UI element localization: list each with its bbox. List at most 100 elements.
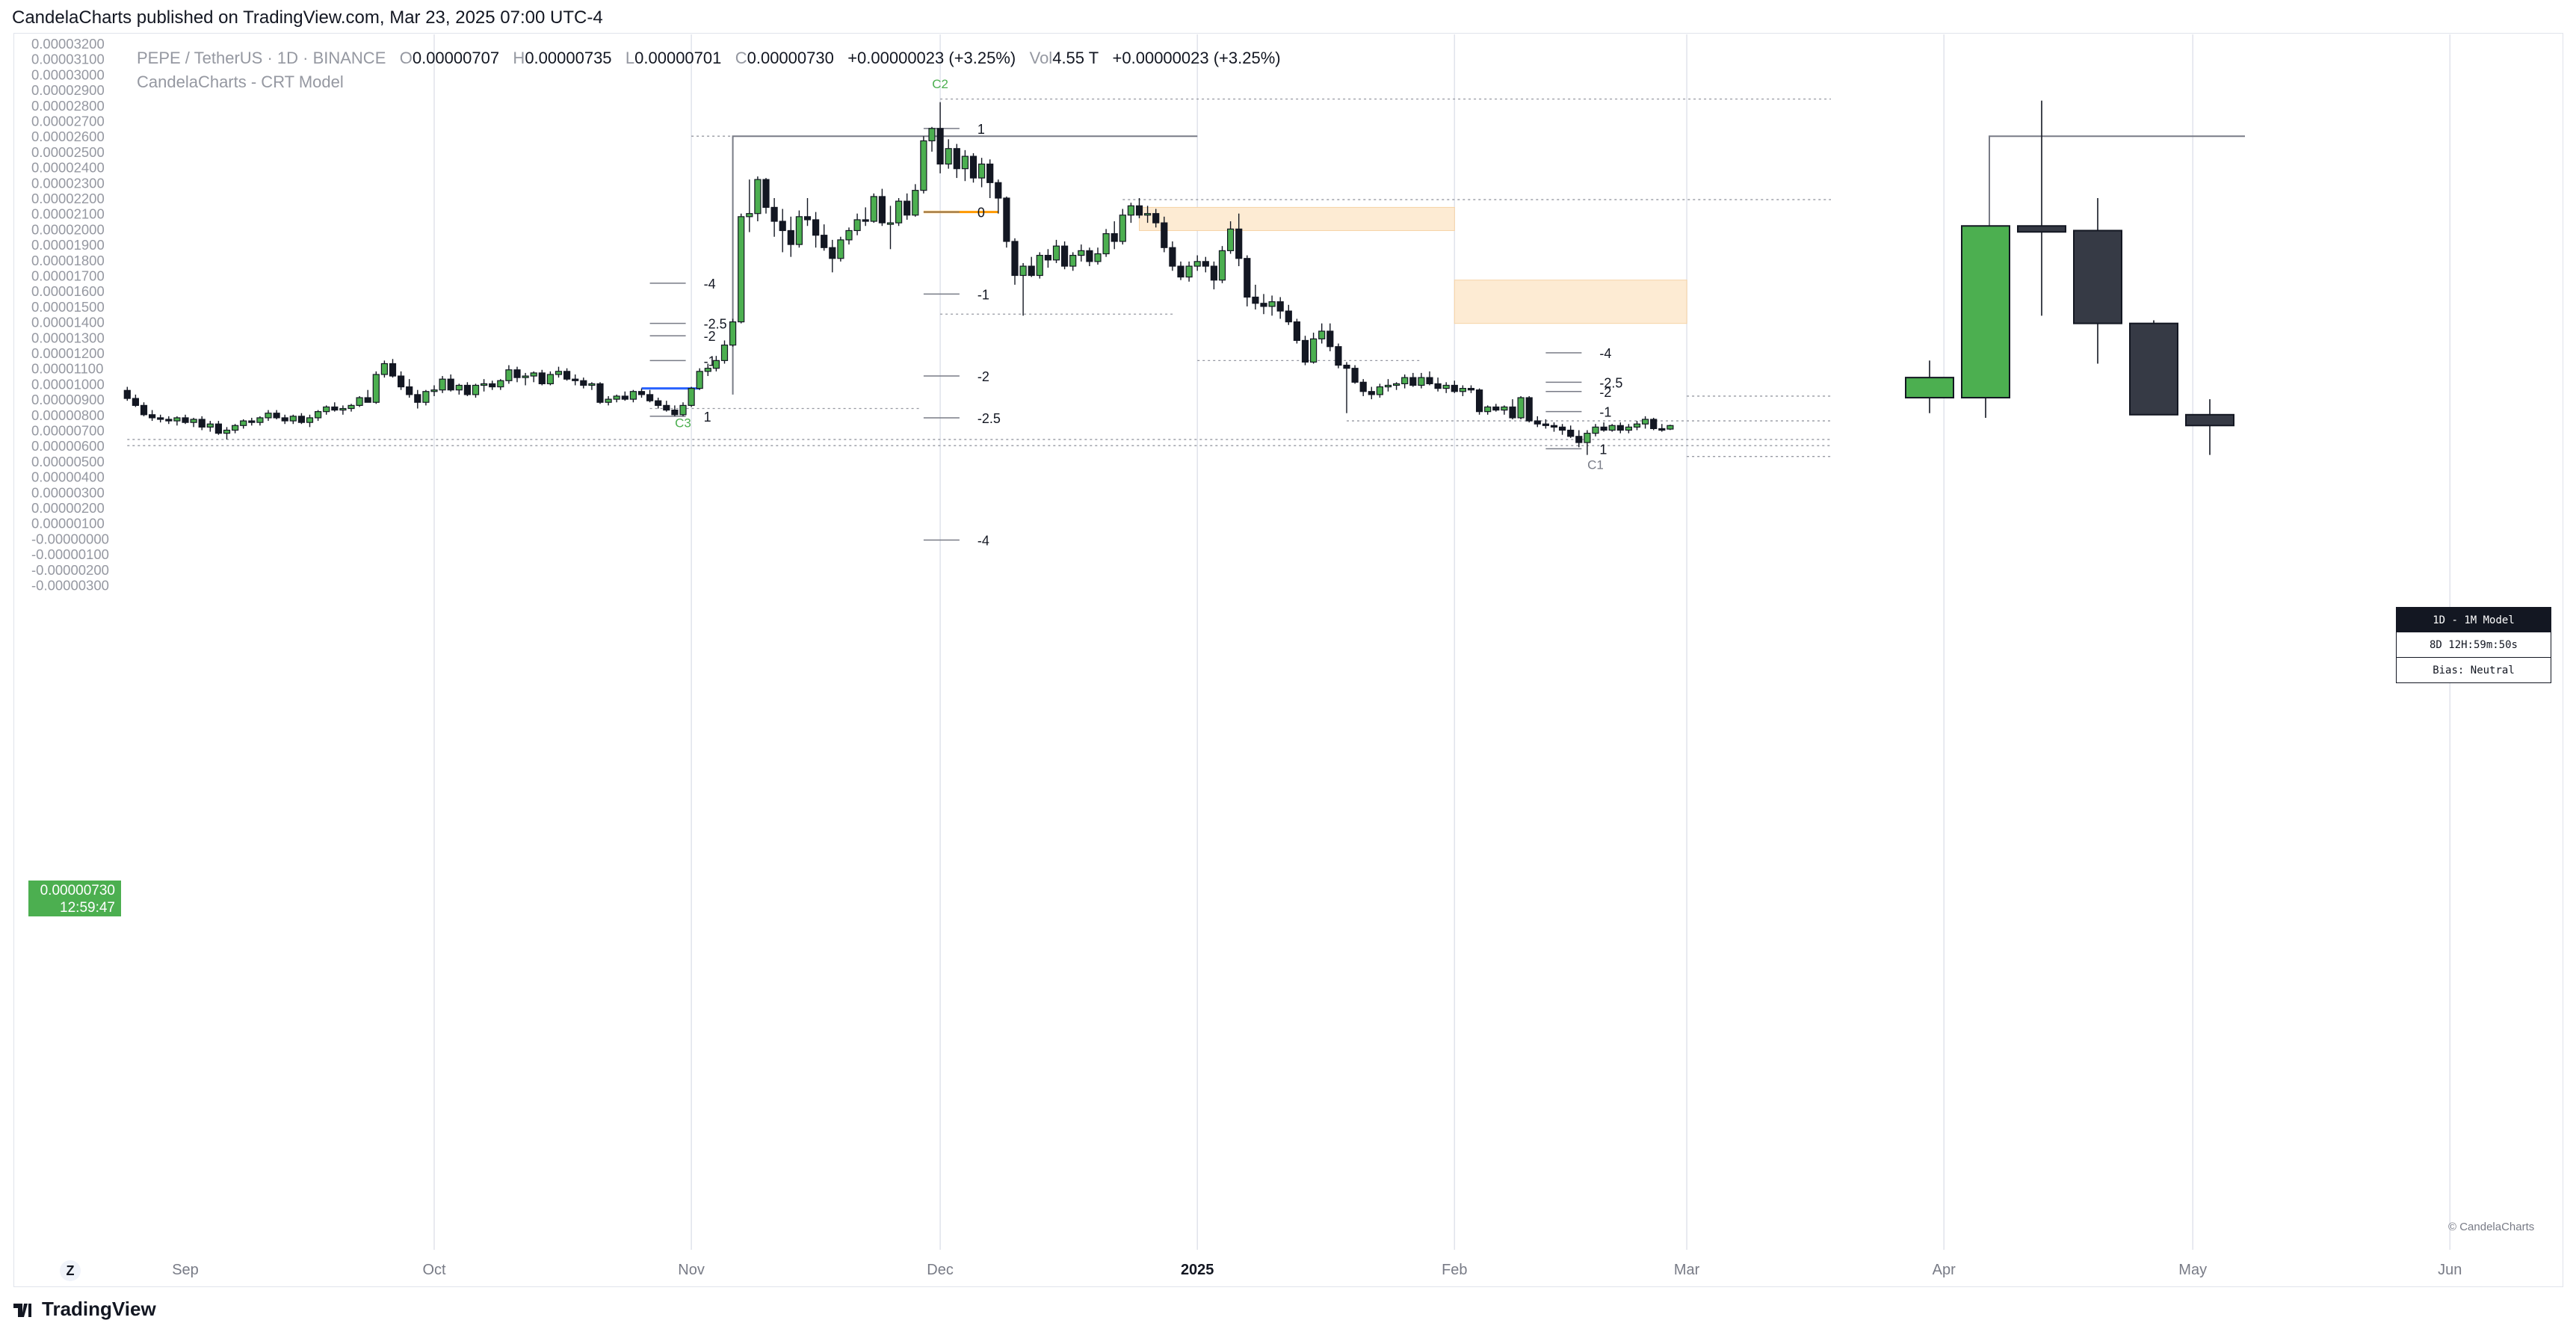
candle-body-up bbox=[1418, 377, 1425, 386]
candle-body-down bbox=[397, 375, 405, 388]
candle-body-down bbox=[463, 384, 472, 395]
candle-body-up bbox=[1459, 388, 1467, 392]
time-tick-label: 2025 bbox=[1181, 1262, 1214, 1278]
candle-body-down bbox=[563, 371, 571, 380]
candle-body-up bbox=[1052, 245, 1060, 261]
tradingview-wordmark: TradingView bbox=[42, 1298, 156, 1320]
time-tick-label: Dec bbox=[927, 1262, 954, 1278]
candle-body-down bbox=[513, 369, 521, 378]
candle-body-down bbox=[406, 386, 413, 395]
candle-body-up bbox=[912, 190, 919, 216]
candle-body-up bbox=[1376, 386, 1384, 395]
candle-body-down bbox=[953, 148, 960, 170]
candle-body-up bbox=[1218, 250, 1226, 281]
candle-body-down bbox=[1276, 301, 1284, 312]
crt-level-label: -2 bbox=[1599, 385, 1611, 400]
candle-body-up bbox=[1309, 338, 1318, 363]
tradingview-logo[interactable]: TradingView bbox=[13, 1298, 156, 1322]
candle-body-down bbox=[829, 247, 836, 259]
time-tick-label: Jun bbox=[2438, 1262, 2462, 1278]
zoom-reset-button[interactable]: Z bbox=[60, 1260, 81, 1281]
candle-body-up bbox=[546, 374, 555, 385]
model-table-countdown: 8D 12H:59m:50s bbox=[2396, 632, 2551, 658]
candle-body-up bbox=[1484, 406, 1492, 413]
candle-body-down bbox=[538, 372, 546, 385]
close-label: C bbox=[735, 49, 747, 67]
price-tick-label: 0.00001700 bbox=[31, 268, 105, 284]
candle-body-down bbox=[149, 414, 156, 419]
time-tick-label: Nov bbox=[678, 1262, 705, 1278]
candle-body-down bbox=[1301, 339, 1309, 363]
candle-body-down bbox=[637, 391, 646, 395]
candle-body-up bbox=[1036, 254, 1043, 277]
candle-body-up bbox=[696, 371, 703, 389]
candle-body-up bbox=[555, 371, 563, 375]
price-tick-label: 0.00002100 bbox=[31, 206, 105, 222]
crt-level-label: -4 bbox=[977, 533, 989, 548]
vol-value: 4.55 T bbox=[1052, 49, 1099, 67]
symbol-legend: PEPE / TetherUS · 1D · BINANCE O0.000007… bbox=[137, 46, 1281, 94]
candle-body-down bbox=[1434, 383, 1442, 389]
price-tick-label: 0.00003200 bbox=[31, 36, 105, 52]
candle-body-down bbox=[1359, 381, 1367, 392]
copyright-text: © CandelaCharts bbox=[2448, 1221, 2535, 1233]
price-tick-label: 0.00000900 bbox=[31, 392, 105, 407]
price-tick-label: 0.00003000 bbox=[31, 67, 105, 82]
candle-body-down bbox=[1326, 330, 1334, 348]
candle-body-down bbox=[646, 394, 654, 401]
ohlc-line: PEPE / TetherUS · 1D · BINANCE O0.000007… bbox=[137, 46, 1281, 70]
candle-body-up bbox=[1185, 265, 1193, 278]
candle-body-up bbox=[306, 417, 314, 423]
candle-body-down bbox=[123, 389, 131, 399]
time-axis: Sep Oct Nov Dec 2025 Feb Mar Apr May Jun bbox=[172, 1262, 2462, 1278]
model-table-header: 1D - 1M Model bbox=[2396, 607, 2551, 632]
candle-body-down bbox=[132, 398, 139, 406]
candle-body-down bbox=[655, 400, 662, 406]
crt-level-label: 1 bbox=[1599, 442, 1607, 457]
crt-level-label: 1 bbox=[704, 410, 711, 425]
candle-body-down bbox=[1235, 228, 1243, 259]
price-tick-label: 0.00003100 bbox=[31, 52, 105, 67]
time-tick-label: Oct bbox=[422, 1262, 446, 1278]
candle-body-down bbox=[1475, 389, 1483, 413]
price-tick-label: -0.00000200 bbox=[31, 562, 109, 578]
candle-body-up bbox=[455, 384, 463, 391]
crt-level-label: -4 bbox=[1599, 346, 1611, 361]
candle-body-down bbox=[812, 219, 820, 236]
vol-change: +0.00000023 (+3.25%) bbox=[1112, 49, 1281, 67]
candle-body-down bbox=[489, 383, 496, 388]
price-tick-label: 0.00001500 bbox=[31, 299, 105, 315]
candle-body-up bbox=[1019, 265, 1027, 277]
price-tick-label: 0.00002800 bbox=[31, 98, 105, 114]
candle-body-down bbox=[1011, 241, 1019, 277]
candle-body-down bbox=[986, 163, 994, 183]
price-tick-label: 0.00002700 bbox=[31, 114, 105, 129]
candle-body-up bbox=[1501, 406, 1508, 411]
high-label: H bbox=[513, 49, 525, 67]
close-value: 0.00000730 bbox=[747, 49, 834, 67]
candle-body-down bbox=[1533, 420, 1541, 425]
candle-body-down bbox=[1152, 213, 1160, 223]
candle-body-down bbox=[1559, 426, 1566, 431]
crt-level-label: 0 bbox=[977, 206, 985, 221]
low-label: L bbox=[625, 49, 635, 67]
candle-body-down bbox=[1509, 406, 1516, 419]
price-axis: 0.000032000.000031000.000030000.00002900… bbox=[31, 36, 109, 593]
price-tick-label: -0.00000000 bbox=[31, 531, 109, 546]
candle-body-up bbox=[704, 368, 711, 372]
monthly-body-up bbox=[1961, 225, 2010, 399]
indicator-name: CandelaCharts - CRT Model bbox=[137, 73, 344, 91]
candle-body-up bbox=[837, 239, 844, 259]
candle-body-up bbox=[240, 420, 247, 426]
candle-body-down bbox=[1658, 428, 1666, 431]
candle-body-up bbox=[356, 397, 363, 406]
last-price-badge: 0.00000730 12:59:47 bbox=[28, 881, 121, 916]
crt-level-label: -1 bbox=[977, 287, 989, 302]
candle-body-up bbox=[206, 423, 214, 428]
time-tick-label: Apr bbox=[1933, 1262, 1956, 1278]
candle-body-down bbox=[1451, 384, 1458, 392]
candle-body-down bbox=[936, 128, 944, 165]
candle-body-up bbox=[605, 398, 612, 403]
